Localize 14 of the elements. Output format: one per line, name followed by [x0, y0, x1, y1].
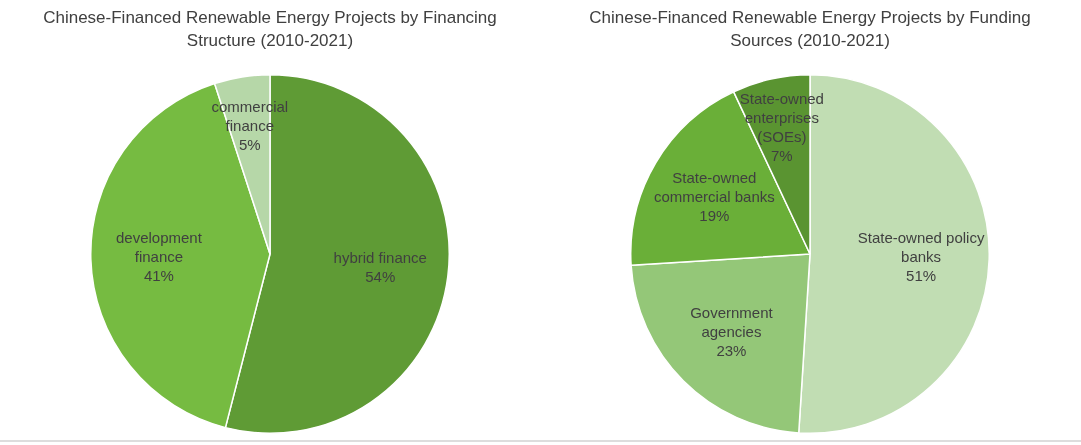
- data-label: 7%: [771, 146, 793, 164]
- data-label: 41%: [143, 266, 174, 284]
- chart-title: Chinese-Financed Renewable Energy Projects by Financing Structure (2010-2021): [42, 7, 498, 52]
- data-label: 54%: [365, 267, 396, 285]
- data-label: 19%: [699, 206, 730, 224]
- slice-label: State-owned policy banks: [857, 228, 985, 265]
- data-label: 5%: [238, 135, 261, 153]
- slice-label: Government agencies: [690, 303, 774, 340]
- data-label: 51%: [906, 266, 937, 284]
- slice-label: hybrid finance: [333, 248, 427, 266]
- data-label: 23%: [716, 341, 747, 359]
- slice-label: development finance: [115, 228, 203, 265]
- chart-title: Chinese-Financed Renewable Energy Projects by Funding Sources (2010-2021): [588, 7, 1032, 52]
- slice-label: State-owned commercial banks: [653, 168, 775, 205]
